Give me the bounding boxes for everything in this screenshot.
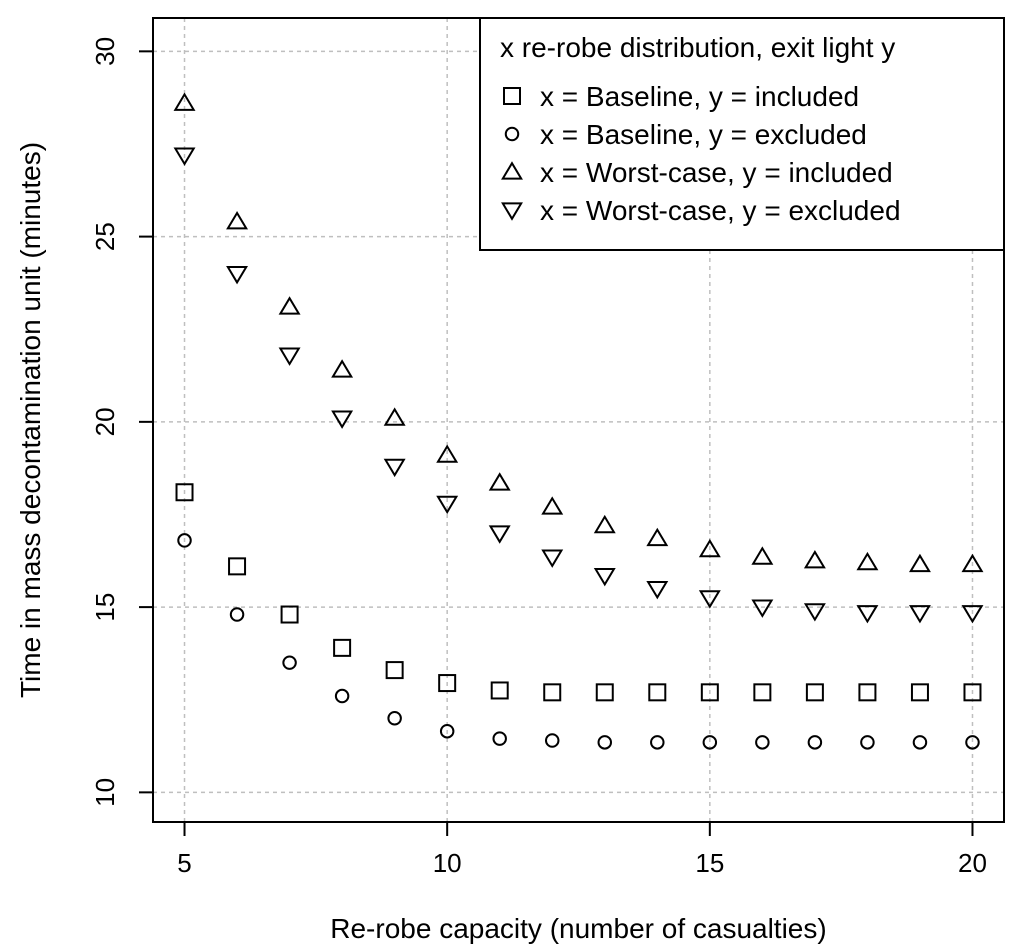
data-point-triangle-down: [278, 347, 301, 366]
data-point-circle: [597, 735, 613, 750]
data-point-triangle-up: [278, 296, 301, 315]
legend-entry-label: x = Baseline, y = excluded: [540, 119, 867, 150]
data-point-triangle-up: [593, 514, 616, 534]
x-tick-label: 15: [695, 848, 724, 878]
data-point-square: [648, 683, 667, 702]
data-point-circle: [912, 735, 928, 750]
data-point-triangle-up: [803, 550, 826, 569]
data-point-square: [700, 683, 719, 702]
x-axis-title: Re-robe capacity (number of casualties): [330, 913, 826, 944]
points-layer: [173, 92, 984, 750]
data-point-triangle-down: [856, 605, 879, 624]
data-point-square: [543, 683, 562, 702]
y-tick-label: 15: [90, 593, 120, 622]
x-tick-label: 5: [177, 848, 191, 878]
data-point-circle: [492, 731, 507, 746]
series-circle: [177, 533, 980, 750]
data-point-triangle-down: [908, 605, 931, 624]
data-point-square: [858, 683, 877, 702]
data-point-square: [175, 483, 194, 502]
data-point-triangle-down: [331, 410, 354, 429]
data-point-square: [280, 605, 299, 624]
axis-layer: 5 10 15 20 10 15 20 25 30: [90, 17, 1005, 878]
series-square: [175, 483, 982, 702]
legend-entry-label: x = Baseline, y = included: [540, 81, 859, 112]
data-point-triangle-up: [331, 359, 354, 378]
data-point-circle: [229, 607, 245, 622]
data-point-triangle-down: [541, 549, 564, 568]
data-point-circle: [544, 733, 560, 748]
data-point-square: [490, 681, 509, 700]
y-tick-label: 10: [90, 778, 120, 807]
data-point-square: [438, 674, 457, 693]
data-point-triangle-down: [961, 605, 984, 624]
data-point-triangle-up: [698, 538, 721, 558]
data-point-circle: [177, 533, 192, 548]
data-point-triangle-down: [646, 580, 669, 600]
data-point-triangle-down: [698, 590, 721, 609]
x-tick-label: 20: [958, 848, 987, 878]
data-point-triangle-up: [173, 92, 196, 111]
legend-box: [479, 17, 1005, 251]
data-point-triangle-up: [383, 407, 406, 426]
data-point-square: [805, 683, 824, 702]
data-point-triangle-up: [856, 551, 879, 571]
data-point-circle: [387, 711, 402, 726]
data-point-circle: [282, 655, 297, 670]
data-point-triangle-down: [593, 568, 616, 587]
legend-entry-label: x = Worst-case, y = excluded: [540, 195, 901, 226]
legend-title: x re-robe distribution, exit light y: [500, 32, 895, 63]
series-triangle-down: [173, 147, 984, 624]
data-point-circle: [334, 688, 350, 704]
data-point-circle: [439, 723, 455, 739]
data-point-triangle-up: [961, 553, 984, 573]
data-point-triangle-down: [488, 525, 511, 544]
series-triangle-up: [173, 92, 984, 573]
data-point-triangle-down: [436, 495, 459, 515]
legend-marker-triangle-down: [501, 202, 523, 221]
y-tick-label: 20: [90, 407, 120, 436]
y-tick-label: 30: [90, 37, 120, 66]
data-point-triangle-up: [908, 553, 931, 573]
data-point-square: [228, 557, 247, 576]
y-tick-label: 25: [90, 222, 120, 251]
data-point-square: [910, 683, 929, 702]
data-point-triangle-up: [488, 472, 511, 491]
data-point-triangle-up: [436, 444, 459, 463]
data-point-square: [595, 683, 614, 702]
data-point-circle: [702, 735, 718, 750]
data-point-triangle-up: [541, 496, 564, 515]
data-point-square: [333, 638, 352, 657]
legend-marker-square: [503, 87, 521, 105]
x-tick-label: 10: [433, 848, 462, 878]
legend-entry-label: x = Worst-case, y = included: [540, 157, 893, 188]
data-point-triangle-down: [226, 266, 249, 285]
data-point-triangle-down: [803, 603, 826, 622]
data-point-square: [385, 661, 404, 680]
data-point-circle: [965, 735, 980, 750]
data-point-triangle-down: [751, 599, 774, 618]
legend-marker-triangle-up: [501, 161, 523, 180]
data-point-triangle-down: [173, 147, 196, 166]
data-point-triangle-up: [751, 546, 774, 565]
data-point-triangle-down: [383, 458, 406, 478]
data-point-circle: [755, 735, 770, 750]
data-point-circle: [860, 735, 875, 750]
legend: x re-robe distribution, exit light y x = …: [479, 17, 1005, 251]
data-point-square: [963, 683, 982, 702]
data-point-triangle-up: [226, 211, 249, 230]
legend-marker-circle: [504, 126, 520, 142]
data-point-circle: [807, 735, 823, 750]
data-point-square: [753, 683, 772, 702]
data-point-triangle-up: [646, 527, 669, 547]
data-point-circle: [650, 735, 665, 750]
y-axis-title: Time in mass decontamination unit (minut…: [15, 142, 46, 698]
